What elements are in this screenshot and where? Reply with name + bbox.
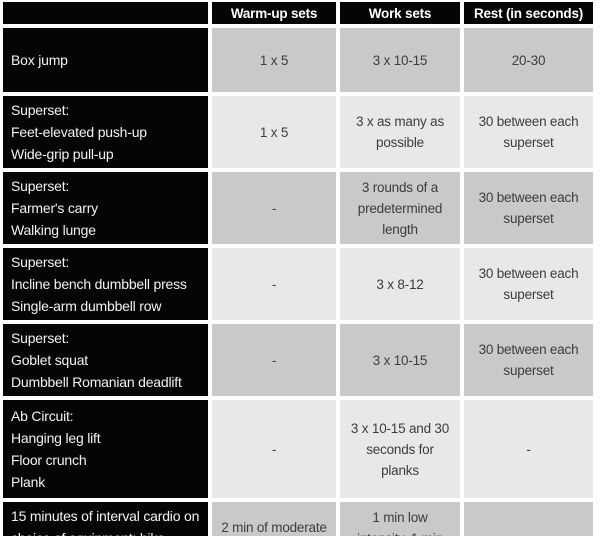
exercise-line: Floor crunch: [11, 452, 87, 468]
rest-cell: -: [464, 400, 593, 498]
exercise-cell: Superset: Feet-elevated push-up Wide-gri…: [3, 96, 208, 168]
table-row-interval-cardio: 15 minutes of interval cardio on choice …: [3, 502, 593, 536]
warmup-cell: 1 x 5: [212, 28, 336, 92]
rest-cell: 30 between each superset: [464, 172, 593, 244]
exercise-line: Box jump: [11, 52, 68, 68]
header-row: Warm-up sets Work sets Rest (in seconds): [3, 2, 593, 24]
warmup-cell: -: [212, 400, 336, 498]
exercise-line: Hanging leg lift: [11, 430, 101, 446]
rest-cell: 30 between each superset: [464, 96, 593, 168]
exercise-line: Goblet squat: [11, 352, 88, 368]
work-cell: 3 x as many as possible: [340, 96, 460, 168]
exercise-line: Farmer's carry: [11, 200, 98, 216]
rest-cell: 20-30: [464, 28, 593, 92]
warmup-cell: -: [212, 172, 336, 244]
exercise-cell: Ab Circuit: Hanging leg lift Floor crunc…: [3, 400, 208, 498]
exercise-line: Superset:: [11, 102, 70, 118]
table-row-box-jump: Box jump 1 x 5 3 x 10-15 20-30: [3, 28, 593, 92]
work-cell: 3 x 10-15 and 30 seconds for planks: [340, 400, 460, 498]
exercise-line: Wide-grip pull-up: [11, 146, 114, 162]
warmup-cell: 1 x 5: [212, 96, 336, 168]
exercise-line: Ab Circuit:: [11, 408, 74, 424]
work-cell: 3 x 10-15: [340, 324, 460, 396]
warmup-cell: 2 min of moderate intensity: [212, 502, 336, 536]
exercise-line: Superset:: [11, 330, 70, 346]
work-cell: 1 min low intensity, 1 min high intensit…: [340, 502, 460, 536]
exercise-line: Walking lunge: [11, 222, 96, 238]
col-header-rest: Rest (in seconds): [464, 2, 593, 24]
exercise-line: 15 minutes of interval cardio on choice …: [11, 508, 200, 536]
table-row-superset-carry-lunge: Superset: Farmer's carry Walking lunge -…: [3, 172, 593, 244]
exercise-line: Incline bench dumbbell press: [11, 276, 187, 292]
rest-cell: -: [464, 502, 593, 536]
warmup-cell: -: [212, 324, 336, 396]
warmup-cell: -: [212, 248, 336, 320]
exercise-line: Single-arm dumbbell row: [11, 298, 162, 314]
work-cell: 3 x 10-15: [340, 28, 460, 92]
table-row-superset-pushup-pullup: Superset: Feet-elevated push-up Wide-gri…: [3, 96, 593, 168]
exercise-cell: 15 minutes of interval cardio on choice …: [3, 502, 208, 536]
work-cell: 3 x 8-12: [340, 248, 460, 320]
exercise-cell: Box jump: [3, 28, 208, 92]
table-row-ab-circuit: Ab Circuit: Hanging leg lift Floor crunc…: [3, 400, 593, 498]
exercise-cell: Superset: Farmer's carry Walking lunge: [3, 172, 208, 244]
work-cell: 3 rounds of a predetermined length: [340, 172, 460, 244]
col-header-work-sets: Work sets: [340, 2, 460, 24]
exercise-cell: Superset: Incline bench dumbbell press S…: [3, 248, 208, 320]
corner-cell: [3, 2, 208, 24]
exercise-line: Superset:: [11, 254, 70, 270]
exercise-cell: Superset: Goblet squat Dumbbell Romanian…: [3, 324, 208, 396]
table-row-superset-squat-deadlift: Superset: Goblet squat Dumbbell Romanian…: [3, 324, 593, 396]
exercise-line: Feet-elevated push-up: [11, 124, 147, 140]
table-row-superset-press-row: Superset: Incline bench dumbbell press S…: [3, 248, 593, 320]
rest-cell: 30 between each superset: [464, 248, 593, 320]
exercise-line: Plank: [11, 474, 46, 490]
exercise-line: Superset:: [11, 178, 70, 194]
rest-cell: 30 between each superset: [464, 324, 593, 396]
exercise-line: Dumbbell Romanian deadlift: [11, 374, 182, 390]
col-header-warmup-sets: Warm-up sets: [212, 2, 336, 24]
